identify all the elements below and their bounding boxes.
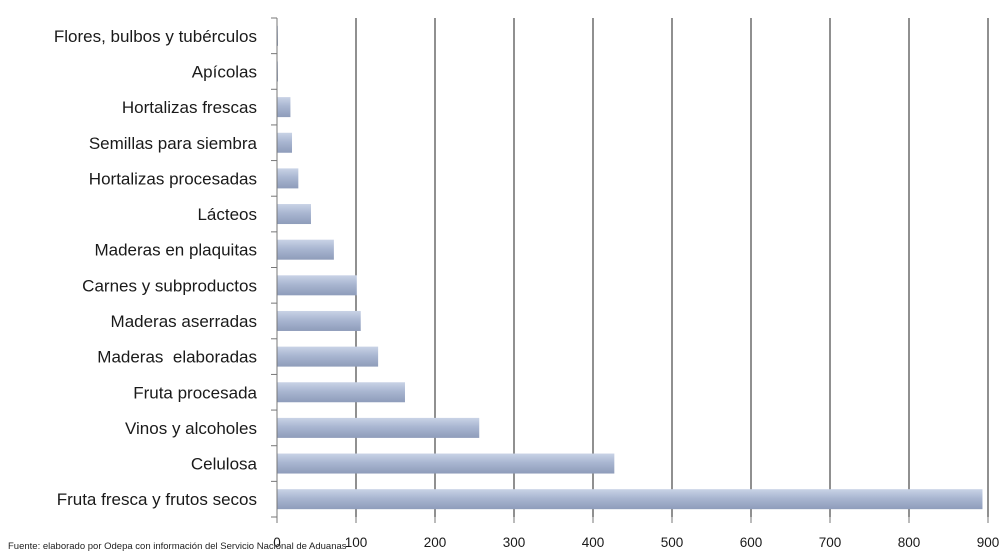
x-tick-label: 700 bbox=[819, 535, 842, 550]
category-label: Vinos y alcoholes bbox=[125, 419, 257, 438]
x-tick-label: 200 bbox=[424, 535, 447, 550]
category-label: Maderas aserradas bbox=[111, 312, 257, 331]
bar bbox=[277, 489, 983, 510]
bar bbox=[277, 382, 405, 403]
category-label: Fruta fresca y frutos secos bbox=[57, 490, 257, 509]
x-tick-label: 800 bbox=[898, 535, 921, 550]
bar bbox=[277, 97, 291, 118]
x-tick-label: 300 bbox=[503, 535, 526, 550]
axes bbox=[271, 17, 989, 523]
category-labels: Fruta fresca y frutos secos Celulosa Vinos… bbox=[54, 27, 258, 509]
bar bbox=[277, 346, 379, 367]
category-label: Celulosa bbox=[191, 455, 258, 474]
x-tick-label: 600 bbox=[740, 535, 763, 550]
bar bbox=[277, 239, 334, 260]
category-label: Fruta procesada bbox=[133, 383, 257, 402]
x-tick-labels: 0 100 200 300 400 500 600 700 800 900 bbox=[273, 535, 999, 550]
category-label: Apícolas bbox=[192, 62, 257, 81]
category-label: Maderas en plaquitas bbox=[94, 241, 257, 260]
category-label: Flores, bulbos y tubérculos bbox=[54, 27, 257, 46]
bar bbox=[277, 417, 480, 438]
category-label: Hortalizas procesadas bbox=[89, 169, 257, 188]
category-label: Semillas para siembra bbox=[89, 134, 258, 153]
bar bbox=[277, 168, 299, 189]
bars bbox=[277, 25, 983, 510]
category-label: Maderas elaboradas bbox=[97, 348, 257, 367]
bar bbox=[277, 275, 357, 296]
bar bbox=[277, 132, 293, 153]
x-tick-label: 0 bbox=[273, 535, 281, 550]
gridlines bbox=[355, 18, 989, 517]
bar bbox=[277, 453, 615, 474]
x-tick-label: 900 bbox=[977, 535, 1000, 550]
bar bbox=[277, 310, 361, 331]
x-tick-label: 400 bbox=[582, 535, 605, 550]
x-tick-label: 500 bbox=[661, 535, 684, 550]
category-label: Carnes y subproductos bbox=[82, 276, 257, 295]
bar bbox=[277, 204, 311, 225]
source-note: Fuente: elaborado por Odepa con informac… bbox=[8, 541, 347, 552]
category-label: Lácteos bbox=[197, 205, 257, 224]
x-tick-label: 100 bbox=[345, 535, 368, 550]
category-label: Hortalizas frescas bbox=[122, 98, 257, 117]
